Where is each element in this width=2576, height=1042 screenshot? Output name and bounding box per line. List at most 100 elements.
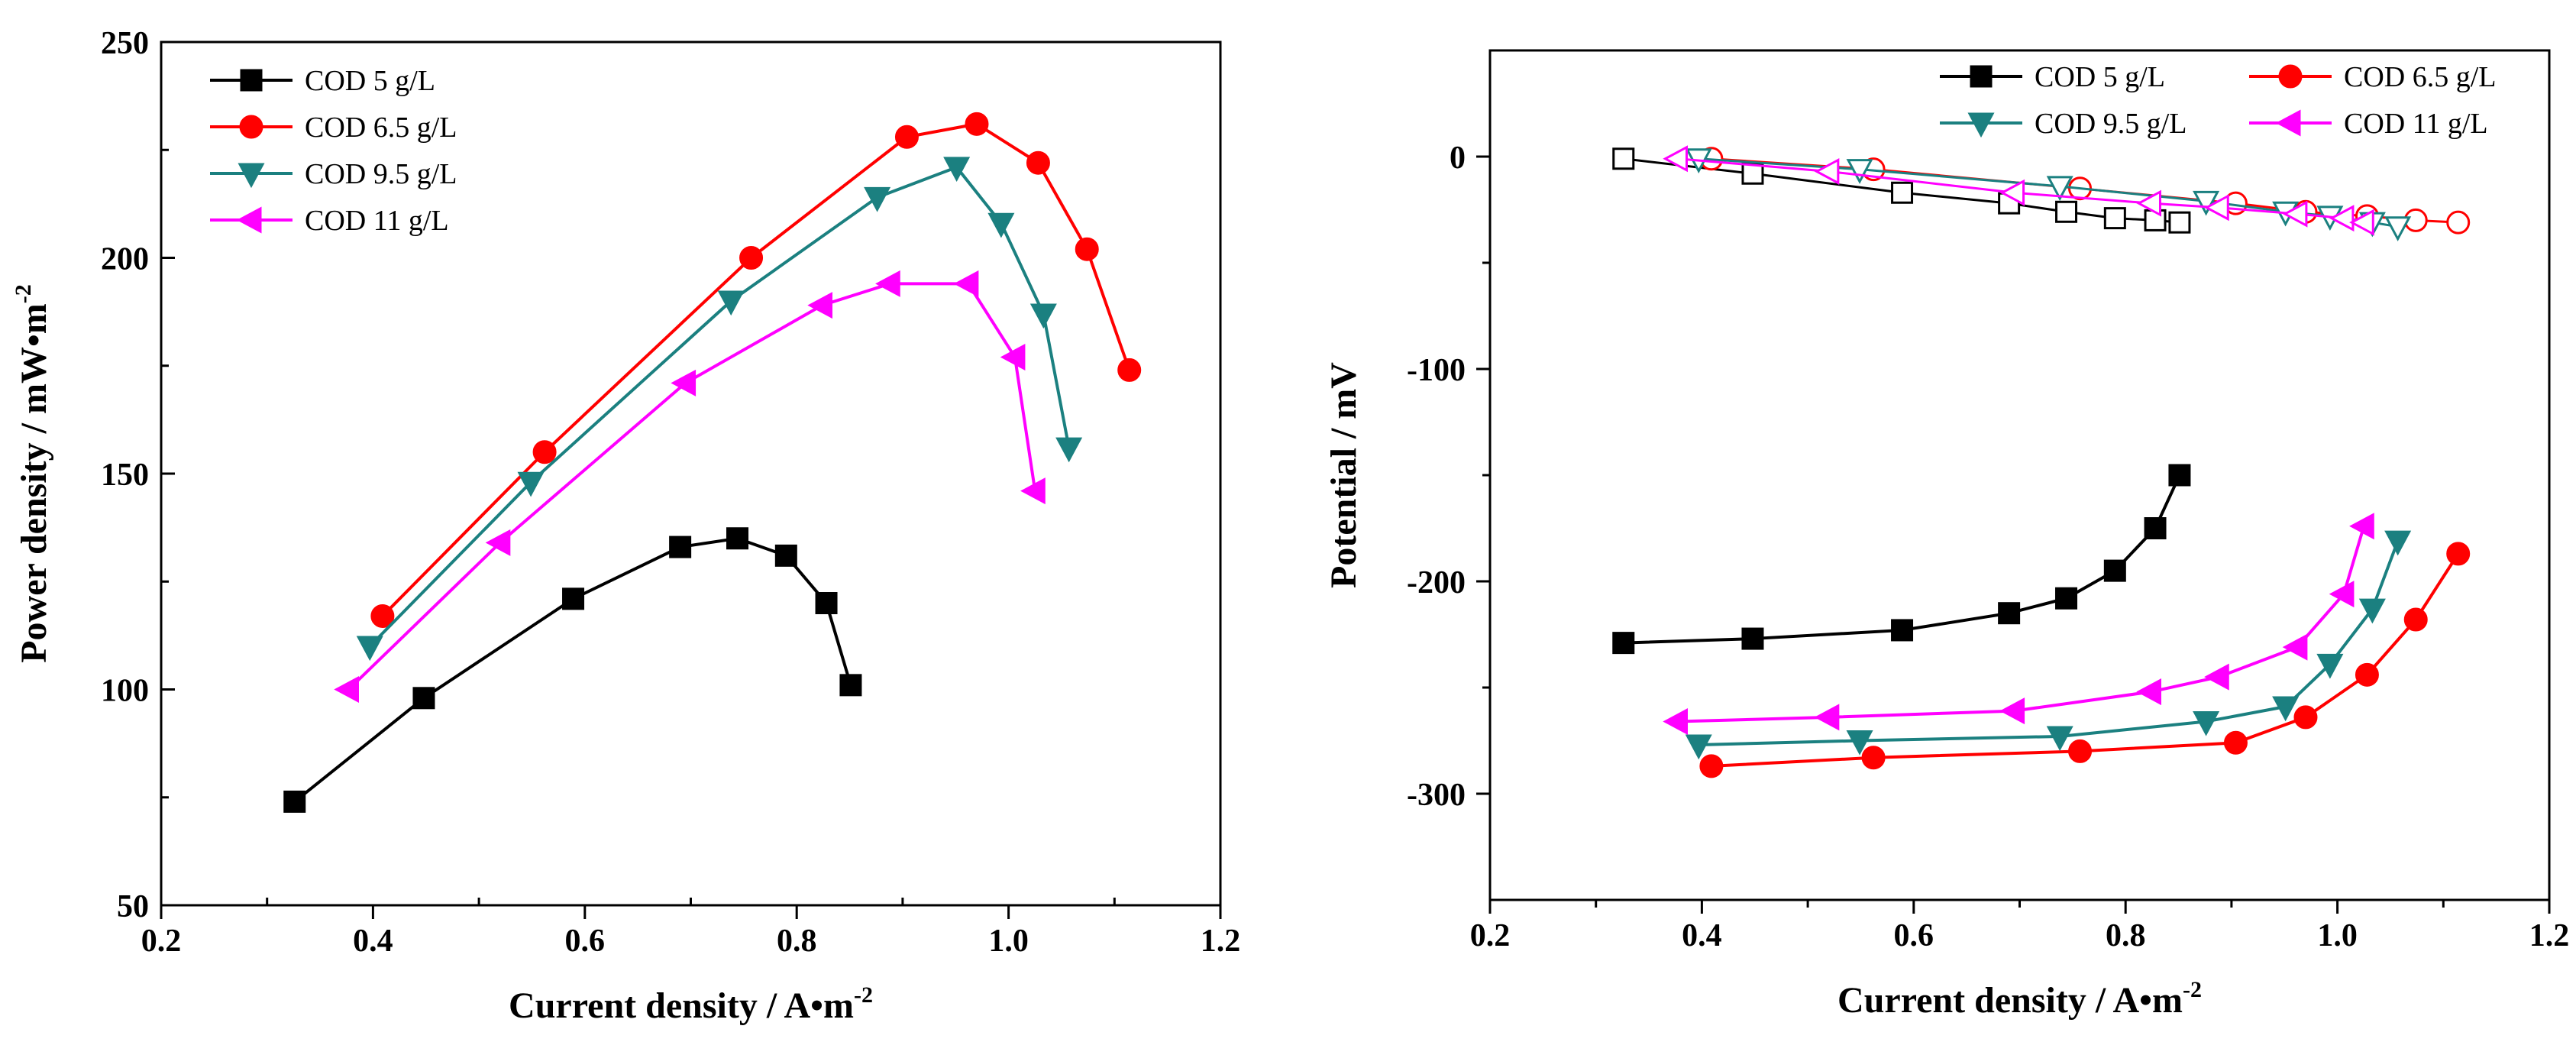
x-tick-label: 0.4 xyxy=(353,924,393,959)
x-tick-label: 0.2 xyxy=(141,924,182,959)
anode-point xyxy=(2384,530,2412,556)
legend-label: COD 6.5 g/L xyxy=(305,112,457,144)
anode-point xyxy=(1741,627,1764,650)
point xyxy=(774,544,797,567)
point xyxy=(1020,477,1046,505)
anode-point xyxy=(1999,697,2025,725)
point xyxy=(370,604,395,628)
anode-point xyxy=(2223,730,2248,755)
legend: COD 5 g/L COD 6.5 g/L COD 9.5 g/L COD 11 g/… xyxy=(1940,61,2497,140)
point xyxy=(669,536,692,558)
cathode-point xyxy=(2103,207,2126,230)
point xyxy=(1000,343,1026,371)
x-tick-label: 1.2 xyxy=(2529,918,2570,953)
y-axis-label: Potential / mV xyxy=(1324,362,1364,588)
x-tick-label: 1.2 xyxy=(1201,924,1241,959)
point xyxy=(517,471,545,497)
point xyxy=(1029,303,1057,329)
cathode-point xyxy=(1612,147,1635,170)
x-axis-label-superscript: -2 xyxy=(854,982,873,1008)
anode-point xyxy=(2329,581,2355,608)
point xyxy=(412,687,435,710)
x-axis-label-superscript: -2 xyxy=(2183,977,2202,1002)
x-tick-label: 1.0 xyxy=(2317,918,2358,953)
cathode-point xyxy=(1999,179,2025,206)
legend-label: COD 9.5 g/L xyxy=(305,158,457,190)
legend-marker xyxy=(1967,112,1995,138)
anode-point xyxy=(1861,746,1886,770)
cathode-point xyxy=(2349,209,2374,236)
cathode-point xyxy=(1891,181,1914,204)
point-line xyxy=(293,536,852,803)
point xyxy=(815,592,838,614)
point xyxy=(485,529,511,556)
point xyxy=(726,527,749,550)
series-2 xyxy=(1685,148,2412,760)
cathode-point xyxy=(2329,205,2355,232)
y-tick-label: 100 xyxy=(101,674,149,709)
power-density-chart: 0.2 0.4 0.6 0.8 1.0 1.2 50 100 150 200 250 Current … xyxy=(11,26,1240,1026)
cathode-point xyxy=(1814,157,1840,185)
anode-point xyxy=(2293,705,2318,730)
anode-point xyxy=(1891,619,1914,642)
legend-label: COD 5 g/L xyxy=(2035,61,2165,93)
x-tick-label: 0.6 xyxy=(565,924,606,959)
anode-point xyxy=(1846,730,1873,756)
plot-frame xyxy=(1488,49,2551,901)
cathode-point xyxy=(2282,200,2308,228)
anode-point xyxy=(2193,710,2220,736)
legend-marker xyxy=(239,115,263,139)
anode-point xyxy=(1612,632,1635,655)
anode-point xyxy=(1699,754,1724,778)
point xyxy=(965,112,989,136)
point xyxy=(839,674,862,697)
point xyxy=(671,369,697,396)
y-axis-label: Power density / mW•m-2 xyxy=(11,284,54,663)
anode-line xyxy=(1698,540,2400,747)
anode-point xyxy=(2068,739,2093,763)
legend-label: COD 6.5 g/L xyxy=(2344,61,2497,93)
point xyxy=(987,212,1015,238)
point xyxy=(356,636,383,662)
y-tick-label: -100 xyxy=(1407,353,1466,388)
anode-point xyxy=(2403,607,2428,632)
x-tick-label: 0.4 xyxy=(1682,918,1722,953)
cathode-point xyxy=(1846,159,1873,184)
cathode-point xyxy=(2046,176,2073,202)
series-0 xyxy=(283,527,862,813)
series-1 xyxy=(370,112,1142,628)
potential-chart: 0.2 0.4 0.6 0.8 1.0 1.2 -300 -200 -100 0 Current d… xyxy=(1324,49,2570,1021)
anode-point xyxy=(2136,678,2161,706)
anode-point xyxy=(2316,653,2344,679)
anode-point xyxy=(2103,559,2126,582)
series-3 xyxy=(334,270,1046,704)
point-line xyxy=(347,282,1037,691)
point xyxy=(532,440,557,464)
cathode-point xyxy=(1741,162,1764,185)
point xyxy=(334,675,359,704)
legend-label: COD 11 g/L xyxy=(2344,108,2488,140)
anode-line xyxy=(1623,474,2181,645)
anode-point xyxy=(2355,662,2379,687)
point xyxy=(1075,237,1099,261)
point xyxy=(807,292,832,319)
point-line xyxy=(368,165,1071,648)
y-tick-label: 200 xyxy=(101,242,149,277)
series-0 xyxy=(1612,147,2191,655)
legend-marker xyxy=(240,69,263,92)
x-axis-label: Current density / A•m-2 xyxy=(509,982,873,1026)
anode-point xyxy=(2446,542,2471,566)
anode-point xyxy=(1663,707,1688,735)
series-1 xyxy=(1699,147,2471,778)
x-tick-label: 0.8 xyxy=(2106,918,2146,953)
legend-marker xyxy=(2278,64,2303,89)
legend: COD 5 g/L COD 6.5 g/L COD 9.5 g/L COD 11 g/… xyxy=(210,65,457,237)
point xyxy=(1026,150,1050,175)
legend-marker xyxy=(238,163,265,189)
cathode-point xyxy=(2168,211,2191,234)
anode-point xyxy=(2055,587,2078,610)
y-tick-label: 50 xyxy=(117,889,149,924)
point xyxy=(953,270,979,297)
point-line xyxy=(381,122,1131,617)
